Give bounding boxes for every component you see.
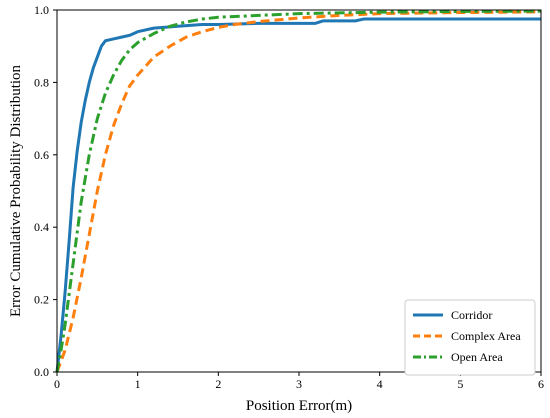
x-tick-label: 5 [457,377,463,391]
legend-label-1: Complex Area [451,329,521,343]
y-tick-label: 0.8 [34,75,49,89]
legend-label-0: Corridor [451,308,492,322]
series-layer [55,9,542,373]
x-tick-label: 3 [296,377,302,391]
series-line-0 [55,17,541,373]
y-axis-title: Error Cumulative Probability Distributio… [8,64,24,317]
y-tick-label: 0.4 [34,220,49,234]
x-tick-label: 2 [215,377,221,391]
y-tick-label: 0.2 [34,293,49,307]
legend-box [404,299,536,376]
x-tick-label: 0 [54,377,60,391]
x-tick-label: 4 [377,377,383,391]
x-tick-label: 1 [135,377,141,391]
ticks-layer: 0 1 2 3 4 5 6 0.0 0.2 0.4 0.6 0.8 1.0 [34,3,544,391]
series-line-1 [55,10,542,373]
y-tick-label: 0.0 [34,365,49,379]
x-axis-title: Position Error(m) [246,398,352,414]
series-line-2 [55,9,542,373]
legend-label-2: Open Area [451,350,503,364]
y-tick-label: 0.6 [34,148,49,162]
x-tick-label: 6 [538,377,544,391]
legend: Corridor Complex Area Open Area [404,299,536,376]
y-tick-label: 1.0 [34,3,49,17]
